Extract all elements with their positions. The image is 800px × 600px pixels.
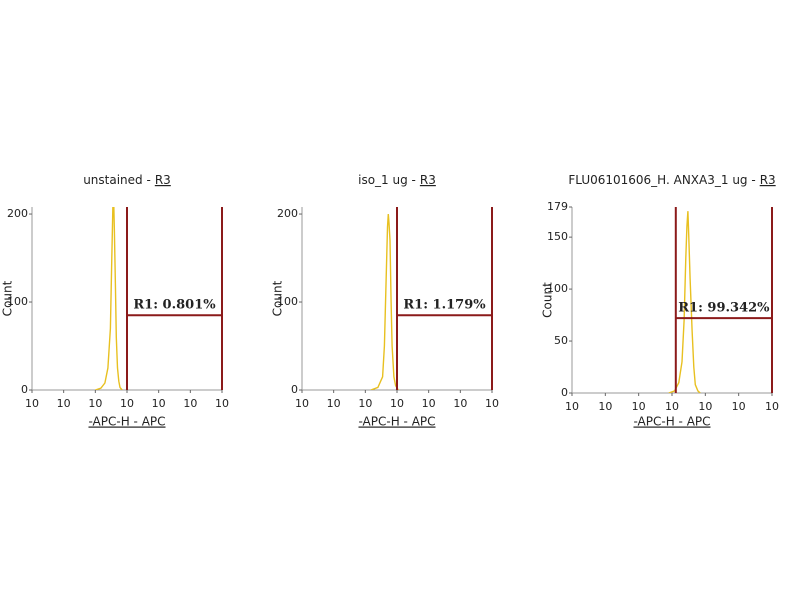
x-axis-label: -APC-H - APC xyxy=(358,415,435,429)
panel-title: FLU06101606_H. ANXA3_1 ug - R3 xyxy=(568,173,775,187)
histogram-line xyxy=(668,211,701,393)
x-tick-label: 10 xyxy=(422,397,436,410)
x-tick-label: 10 xyxy=(152,397,166,410)
x-tick-label: 10 xyxy=(665,400,679,413)
y-tick-label: 0 xyxy=(561,386,568,399)
y-tick-label: 100 xyxy=(7,295,28,308)
x-tick-label: 10 xyxy=(453,397,467,410)
y-tick-label: 200 xyxy=(7,207,28,220)
y-tick-label: 0 xyxy=(291,383,298,396)
x-tick-label: 10 xyxy=(358,397,372,410)
x-tick-label: 10 xyxy=(25,397,39,410)
x-tick-label: 10 xyxy=(88,397,102,410)
x-tick-label: 10 xyxy=(485,397,499,410)
x-tick-label: 10 xyxy=(765,400,779,413)
x-tick-label: 10 xyxy=(215,397,229,410)
title-text: iso_1 ug - xyxy=(358,173,416,187)
y-axis-label: Count xyxy=(541,282,555,318)
x-tick-label: 10 xyxy=(632,400,646,413)
y-tick-label: 0 xyxy=(21,383,28,396)
panel-title: unstained - R3 xyxy=(83,173,171,187)
gate-label: R1: 0.801% xyxy=(133,298,216,313)
title-text: unstained - xyxy=(83,173,151,187)
x-tick-label: 10 xyxy=(57,397,71,410)
x-tick-label: 10 xyxy=(732,400,746,413)
x-tick-label: 10 xyxy=(390,397,404,410)
title-link: R3 xyxy=(760,173,776,187)
histogram-line xyxy=(95,207,123,390)
title-link: R3 xyxy=(420,173,436,187)
x-axis-label: -APC-H - APC xyxy=(633,415,710,429)
histogram-line xyxy=(370,213,399,390)
x-tick-label: 10 xyxy=(698,400,712,413)
y-tick-label: 100 xyxy=(277,295,298,308)
y-axis-label: Count xyxy=(271,280,285,316)
x-axis-label: -APC-H - APC xyxy=(88,415,165,429)
x-tick-label: 10 xyxy=(565,400,579,413)
title-link: R3 xyxy=(155,173,171,187)
x-tick-label: 10 xyxy=(327,397,341,410)
x-tick-label: 10 xyxy=(295,397,309,410)
panel-title: iso_1 ug - R3 xyxy=(358,173,436,187)
y-axis-label: Count xyxy=(1,280,15,316)
y-tick-label: 200 xyxy=(277,207,298,220)
x-tick-label: 10 xyxy=(183,397,197,410)
gate-label: R1: 99.342% xyxy=(678,301,770,316)
y-tick-label: 179 xyxy=(547,200,568,213)
y-tick-label: 50 xyxy=(554,334,568,347)
title-text: FLU06101606_H. ANXA3_1 ug - xyxy=(568,173,755,187)
y-tick-label: 150 xyxy=(547,230,568,243)
y-tick-label: 100 xyxy=(547,282,568,295)
gate-label: R1: 1.179% xyxy=(403,298,486,313)
x-tick-label: 10 xyxy=(598,400,612,413)
x-tick-label: 10 xyxy=(120,397,134,410)
